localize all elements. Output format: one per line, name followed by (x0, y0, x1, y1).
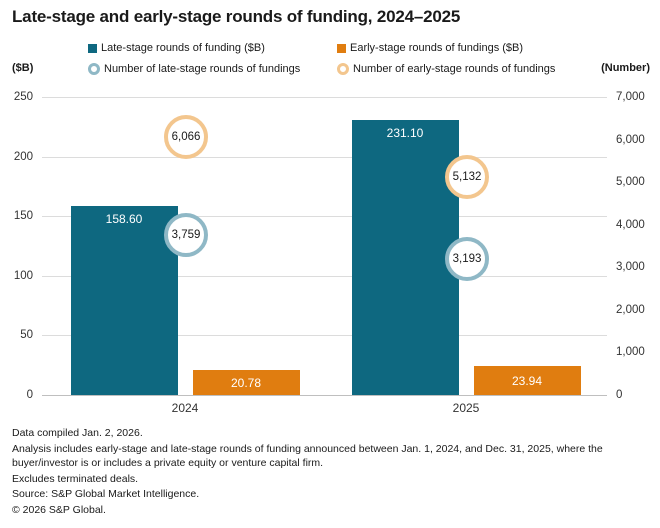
left-axis-tick-label: 50 (20, 329, 33, 342)
gridline (42, 97, 607, 98)
right-axis-tick-label: 1,000 (616, 346, 645, 359)
gridline (42, 156, 607, 158)
left-axis-tick-label: 0 (26, 389, 33, 401)
gridline (42, 216, 607, 218)
legend-item-label: Number of late-stage rounds of fundings (104, 63, 301, 75)
gridline (42, 335, 607, 337)
early-stage-bar-2024: 20.78 (192, 370, 300, 395)
legend-square-icon (337, 43, 346, 53)
legend-item-label: Early-stage rounds of fundings ($B) (350, 42, 524, 54)
right-axis-tick-label: 7,000 (616, 91, 645, 103)
legend-item-label: Late-stage rounds of funding ($B) (101, 42, 265, 54)
right-axis-tick-label: 4,000 (616, 218, 645, 231)
footnote-excludes: Excludes terminated deals. (12, 472, 139, 485)
legend-item-late-bar: Late-stage rounds of funding ($B) (88, 42, 337, 54)
count-value-label: 5,132 (452, 170, 482, 183)
footnotes: Data compiled Jan. 2, 2026. Analysis inc… (12, 426, 652, 518)
right-axis-title: (Number) (601, 62, 650, 74)
footnote-analysis: Analysis includes early-stage and late-s… (12, 442, 603, 470)
gridline (42, 395, 607, 396)
bar-value-label: 20.78 (230, 375, 262, 390)
left-axis-tick-label: 100 (13, 269, 33, 282)
late-stage-count-marker-2025: 3,193 (445, 237, 489, 282)
x-axis-label-2025: 2025 (452, 401, 480, 415)
late-stage-bar-2025: 231.10 (351, 119, 459, 395)
right-axis-tick-label: 2,000 (616, 303, 645, 316)
right-axis-tick-label: 6,000 (616, 133, 645, 146)
right-axis-tick-label: 3,000 (616, 261, 645, 274)
count-value-label: 3,193 (452, 253, 482, 266)
legend: Late-stage rounds of funding ($B) Early-s… (88, 42, 555, 75)
legend-item-early-count: Number of early-stage rounds of fundings (337, 63, 555, 75)
early-stage-count-marker-2025: 5,132 (445, 154, 489, 199)
legend-square-icon (88, 43, 97, 53)
legend-item-late-count: Number of late-stage rounds of fundings (88, 63, 337, 75)
gridline (42, 275, 607, 277)
bar-value-label: 23.94 (511, 373, 543, 388)
bar-value-label: 231.10 (386, 125, 424, 140)
right-axis-tick-label: 0 (616, 389, 623, 401)
early-stage-bar-2025: 23.94 (473, 366, 581, 395)
left-axis-tick-label: 200 (13, 150, 33, 163)
legend-ring-icon (337, 63, 349, 75)
left-axis-title: ($B) (12, 62, 34, 74)
early-stage-count-marker-2024: 6,066 (164, 114, 208, 159)
bar-value-label: 158.60 (105, 211, 143, 226)
left-axis-tick-label: 250 (13, 91, 33, 103)
footnote-data-compiled: Data compiled Jan. 2, 2026. (12, 427, 143, 439)
legend-item-early-bar: Early-stage rounds of fundings ($B) (337, 42, 555, 54)
footnote-source: Source: S&P Global Market Intelligence. (12, 488, 200, 500)
left-axis-tick-label: 150 (13, 210, 33, 223)
footnote-copyright: © 2026 S&P Global. (12, 503, 106, 516)
count-value-label: 6,066 (171, 130, 201, 143)
late-stage-count-marker-2024: 3,759 (164, 212, 208, 257)
legend-ring-icon (88, 63, 100, 75)
chart-title: Late-stage and early-stage rounds of fun… (12, 7, 461, 26)
x-axis-label-2024: 2024 (171, 401, 199, 415)
legend-item-label: Number of early-stage rounds of fundings (353, 63, 556, 75)
late-stage-bar-2024: 158.60 (70, 205, 178, 395)
right-axis-tick-label: 5,000 (616, 176, 645, 189)
count-value-label: 3,759 (171, 228, 201, 241)
